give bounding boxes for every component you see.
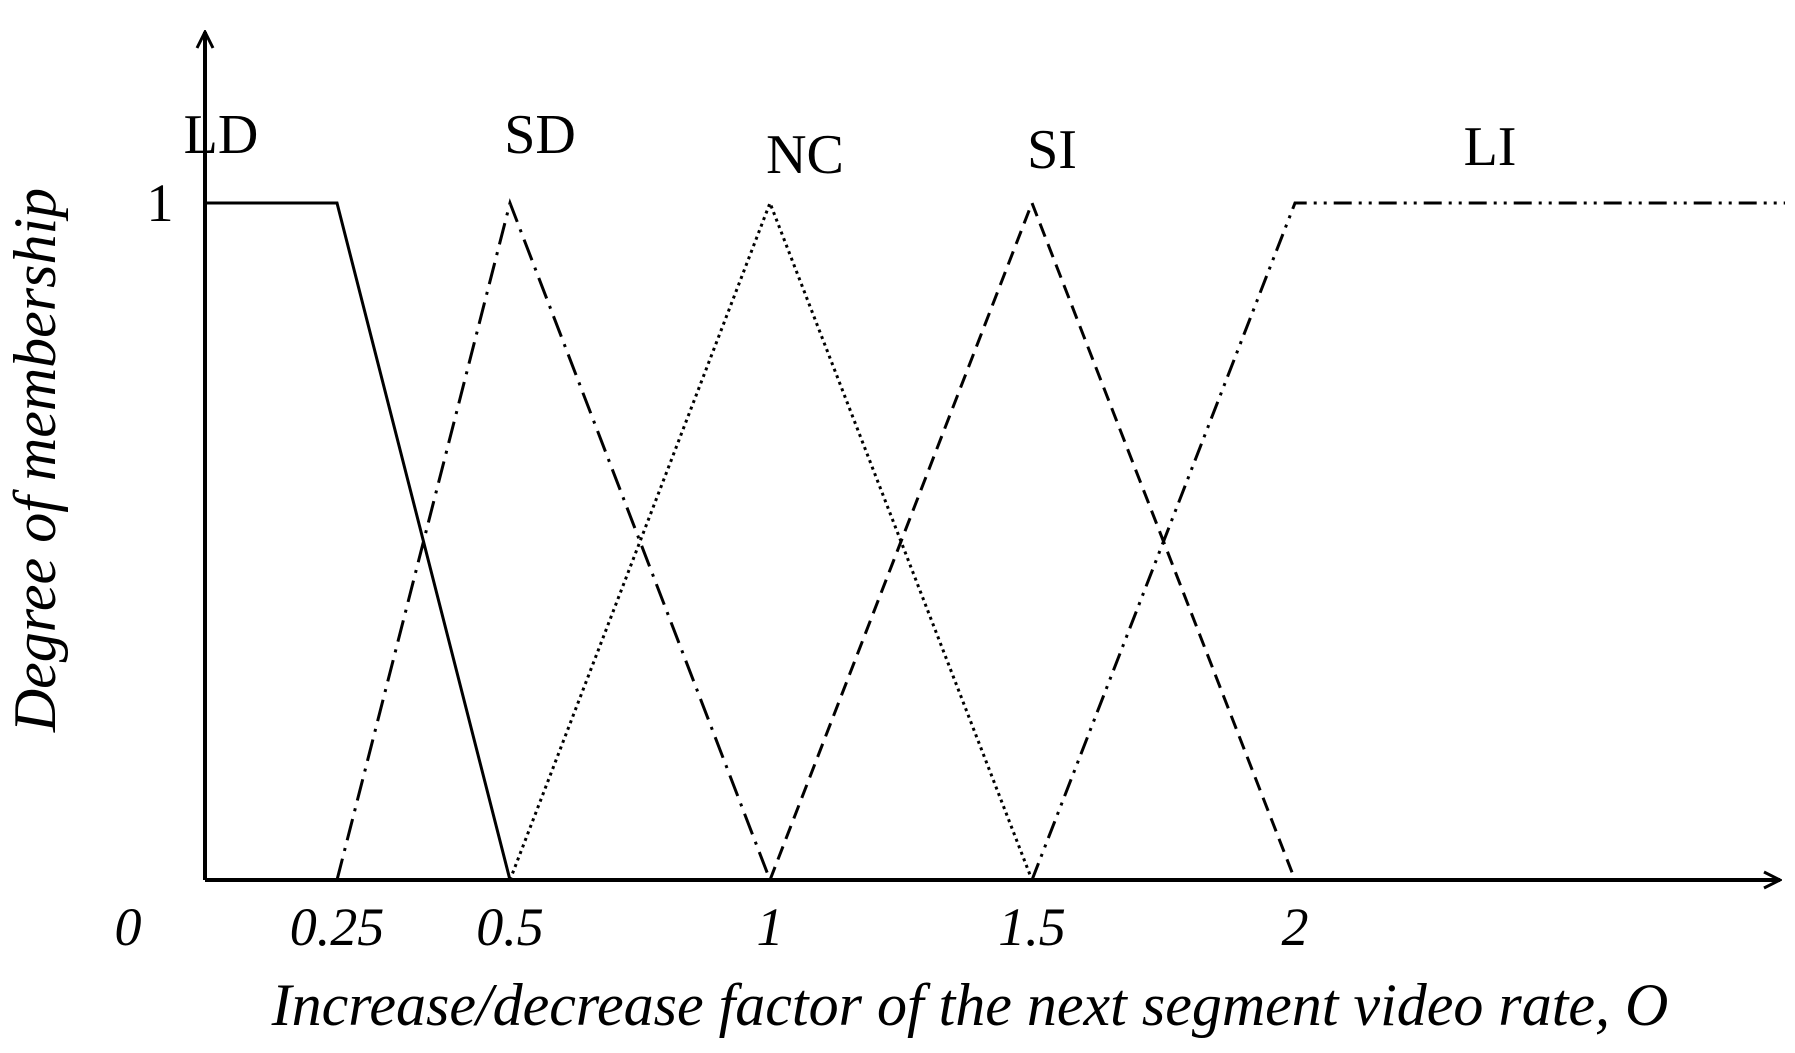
x-tick-label: 0.5 xyxy=(476,897,544,957)
series-line-si xyxy=(768,198,1297,881)
series-line-nc xyxy=(508,198,1034,881)
x-tick-label-group: 0 0.25 0.5 1 1.5 2 xyxy=(115,897,1309,957)
series-label-ld: LD xyxy=(184,104,259,166)
series-label-group: LD SD NC SI LI xyxy=(184,104,1517,186)
series-label-li: LI xyxy=(1464,116,1517,178)
y-tick-label: 1 xyxy=(147,173,174,233)
series-line-li xyxy=(1030,201,1785,881)
x-tick-label: 1.5 xyxy=(998,897,1066,957)
series-label-si: SI xyxy=(1027,119,1077,181)
series-label-sd: SD xyxy=(504,104,576,166)
y-axis-title: Degree of membership xyxy=(2,188,68,733)
series-group xyxy=(205,198,1785,881)
y-tick-label-group: 1 xyxy=(147,173,174,233)
x-tick-label: 2 xyxy=(1282,897,1309,957)
series-line-sd xyxy=(335,198,772,881)
series-line-ld xyxy=(205,201,512,881)
x-tick-label: 1 xyxy=(757,897,784,957)
series-label-nc: NC xyxy=(766,124,844,186)
x-axis-title: Increase/decrease factor of the next seg… xyxy=(271,972,1669,1038)
x-tick-label: 0 xyxy=(115,897,142,957)
x-tick-label: 0.25 xyxy=(290,897,385,957)
